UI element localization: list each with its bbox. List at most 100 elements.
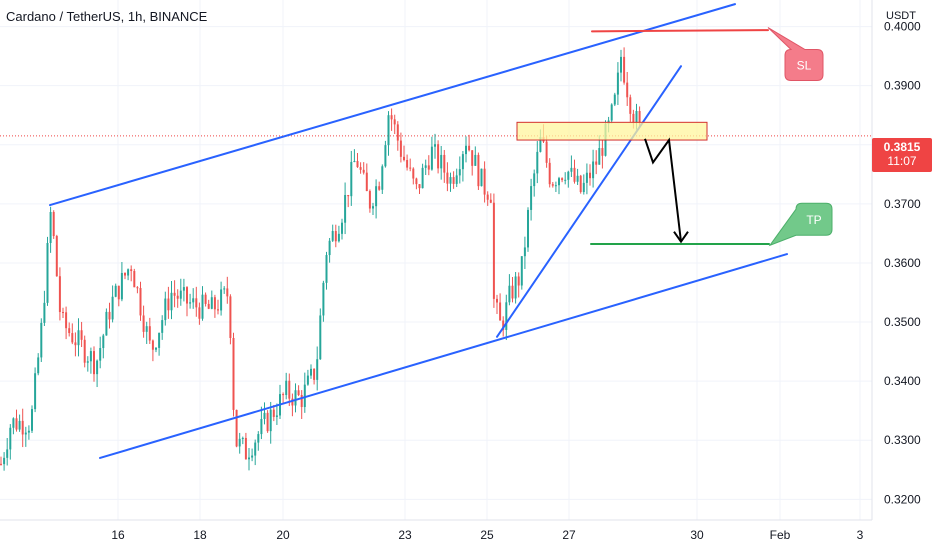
- candle-up: [155, 347, 157, 350]
- candle-down: [489, 199, 492, 203]
- candle-down: [595, 161, 598, 165]
- candle-up: [316, 359, 319, 380]
- candle-down: [483, 168, 486, 195]
- candle-up: [592, 161, 595, 179]
- candle-up: [558, 178, 560, 186]
- candle-down: [300, 394, 303, 408]
- candle-down: [517, 276, 520, 286]
- candle-down: [62, 312, 64, 314]
- candle-up: [127, 269, 130, 276]
- candle-up: [381, 166, 384, 190]
- candle-up: [514, 276, 517, 299]
- candle-down: [74, 342, 77, 346]
- candle-down: [80, 330, 83, 340]
- candle-down: [93, 351, 95, 375]
- candle-down: [186, 287, 188, 304]
- price-tick-label: 0.3600: [884, 256, 921, 270]
- candle-up: [251, 455, 254, 458]
- candle-up: [220, 289, 223, 311]
- candle-up: [248, 457, 250, 460]
- candle-up: [3, 457, 6, 465]
- candle-up: [241, 437, 244, 439]
- candle-up: [27, 430, 30, 433]
- candle-down: [167, 298, 170, 311]
- candle-up: [210, 297, 213, 309]
- candle-up: [9, 427, 12, 450]
- candle-up: [43, 302, 46, 323]
- candle-up: [114, 285, 117, 297]
- candle-down: [496, 298, 498, 303]
- candle-down: [235, 409, 238, 447]
- candle-up: [341, 222, 343, 234]
- candle-down: [396, 124, 399, 141]
- candle-up: [189, 302, 192, 304]
- price-axis[interactable]: 0.40000.39000.38000.37000.36000.35000.34…: [884, 20, 921, 507]
- candle-up: [179, 290, 182, 299]
- candle-down: [412, 168, 415, 179]
- price-tick-label: 0.3200: [884, 492, 921, 506]
- candle-up: [554, 185, 557, 187]
- ascending-trendline: [496, 65, 682, 338]
- candle-down: [0, 463, 2, 465]
- candle-down: [272, 409, 275, 417]
- candle-down: [443, 154, 446, 173]
- candle-down: [362, 169, 365, 173]
- candle-down: [288, 380, 291, 399]
- time-tick-label: 30: [690, 528, 704, 542]
- projection-path: [644, 137, 682, 242]
- candle-up: [263, 412, 266, 420]
- candle-up: [424, 165, 427, 168]
- time-tick-label: 16: [111, 528, 125, 542]
- candle-up: [384, 145, 387, 167]
- candle-down: [334, 231, 337, 242]
- candle-up: [254, 442, 257, 456]
- candle-up: [331, 231, 334, 241]
- time-tick-label: 3: [857, 528, 864, 542]
- candle-up: [520, 256, 523, 286]
- candle-down: [232, 338, 235, 410]
- candle-up: [294, 390, 297, 406]
- candle-up: [325, 255, 328, 283]
- candle-down: [226, 288, 229, 297]
- time-axis[interactable]: 16 18 20 23 25 27 30 Feb 3: [111, 528, 863, 542]
- candle-down: [83, 339, 86, 363]
- candle-up: [6, 449, 9, 458]
- candle-up: [201, 294, 204, 319]
- candle-up: [353, 161, 356, 163]
- candle-up: [120, 272, 123, 300]
- projection-arrowhead: [673, 231, 689, 244]
- candle-up: [269, 409, 272, 432]
- sl-label: SL: [797, 59, 812, 73]
- time-tick-label: 20: [276, 528, 290, 542]
- candle-up: [564, 179, 567, 181]
- candle-up: [576, 175, 579, 182]
- candle-down: [108, 311, 111, 320]
- candle-up: [430, 146, 433, 170]
- candle-down: [55, 236, 58, 277]
- candle-down: [207, 303, 210, 309]
- candle-down: [468, 145, 471, 151]
- candle-down: [148, 326, 151, 341]
- candle-up: [46, 242, 49, 303]
- candle-up: [18, 420, 21, 430]
- candle-up: [610, 104, 613, 121]
- symbol-title[interactable]: Cardano / TetherUS, 1h, BINANCE: [6, 9, 208, 24]
- candle-up: [105, 311, 108, 336]
- candle-down: [139, 288, 142, 316]
- candle-down: [15, 418, 18, 430]
- candle-down: [151, 340, 154, 350]
- candle-up: [285, 380, 288, 395]
- candle-up: [567, 171, 570, 180]
- candle-down: [365, 172, 368, 192]
- candle-down: [418, 184, 421, 189]
- candle-down: [486, 194, 489, 200]
- candle-up: [375, 186, 378, 207]
- time-tick-label: 27: [562, 528, 576, 542]
- chart-grid: [0, 0, 872, 520]
- candle-up: [449, 177, 452, 184]
- candle-up: [40, 322, 43, 358]
- candle-down: [68, 328, 71, 334]
- candle-down: [282, 394, 285, 396]
- candle-up: [350, 161, 353, 197]
